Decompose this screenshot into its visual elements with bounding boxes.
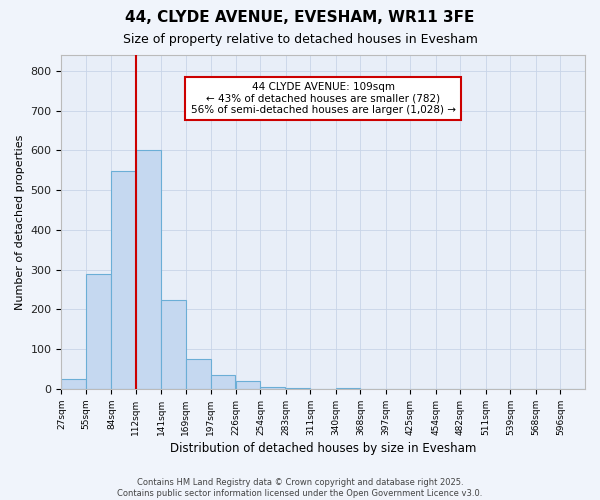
- Bar: [61, 379, 86, 389]
- Bar: [236, 381, 260, 389]
- Bar: [336, 388, 361, 389]
- Bar: [186, 359, 211, 389]
- Bar: [211, 375, 235, 389]
- Bar: [161, 300, 186, 389]
- Text: Contains HM Land Registry data © Crown copyright and database right 2025.
Contai: Contains HM Land Registry data © Crown c…: [118, 478, 482, 498]
- Bar: [86, 274, 110, 389]
- X-axis label: Distribution of detached houses by size in Evesham: Distribution of detached houses by size …: [170, 442, 476, 455]
- Bar: [112, 172, 136, 389]
- Text: Size of property relative to detached houses in Evesham: Size of property relative to detached ho…: [122, 32, 478, 46]
- Text: 44, CLYDE AVENUE, EVESHAM, WR11 3FE: 44, CLYDE AVENUE, EVESHAM, WR11 3FE: [125, 10, 475, 25]
- Y-axis label: Number of detached properties: Number of detached properties: [15, 134, 25, 310]
- Bar: [136, 150, 161, 389]
- Text: 44 CLYDE AVENUE: 109sqm
← 43% of detached houses are smaller (782)
56% of semi-d: 44 CLYDE AVENUE: 109sqm ← 43% of detache…: [191, 82, 456, 115]
- Bar: [286, 388, 310, 389]
- Bar: [260, 387, 285, 389]
